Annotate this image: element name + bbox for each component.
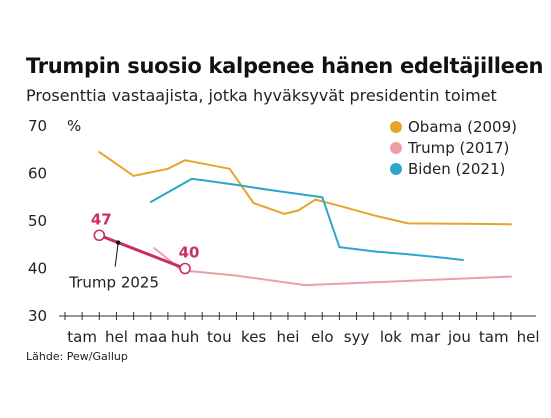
legend-item: Trump (2017) — [390, 137, 517, 158]
legend-item: Obama (2009) — [390, 116, 517, 137]
legend-swatch — [390, 141, 402, 154]
x-tick-label: huh — [171, 328, 200, 346]
x-tick-label: tam — [67, 328, 97, 346]
y-tick-label: 60 — [28, 165, 47, 183]
x-tick-label: mar — [410, 328, 441, 346]
legend-swatch — [390, 120, 402, 133]
x-tick-label: kes — [241, 328, 266, 346]
y-tick-label: 50 — [28, 212, 47, 230]
x-tick-label: syy — [344, 328, 370, 346]
x-tick-label: lok — [380, 328, 402, 346]
annotation-anchor-dot — [115, 240, 121, 245]
data-point-marker — [179, 262, 191, 275]
series-line-obama-2009 — [98, 151, 512, 226]
series-line-trump-2017 — [153, 247, 512, 287]
chart-subtitle: Prosenttia vastaajista, jotka hyväksyvät… — [26, 86, 497, 105]
data-label: 47 — [91, 210, 112, 228]
y-unit-label: % — [67, 117, 81, 135]
data-label: 40 — [179, 244, 200, 262]
y-tick-label: 30 — [28, 307, 47, 325]
x-tick-label: jou — [447, 328, 471, 346]
x-tick-label: maa — [134, 328, 167, 346]
annotation-label: Trump 2025 — [68, 274, 159, 292]
x-tick-label: hel — [517, 328, 540, 346]
legend-swatch — [390, 162, 402, 175]
series-line-biden-2021 — [149, 177, 464, 261]
chart-title: Trumpin suosio kalpenee hänen edeltäjill… — [26, 54, 544, 78]
legend-label: Trump (2017) — [408, 138, 510, 157]
legend-label: Obama (2009) — [408, 117, 517, 136]
x-tick-label: elo — [311, 328, 334, 346]
y-tick-label: 70 — [28, 117, 47, 135]
source-note: Lähde: Pew/Gallup — [26, 350, 128, 363]
chart-legend: Obama (2009) Trump (2017) Biden (2021) — [390, 116, 517, 179]
data-point-marker — [93, 229, 106, 242]
legend-label: Biden (2021) — [408, 159, 506, 178]
annotation-leader-line — [114, 242, 119, 267]
series-line-trump-2025 — [97, 233, 187, 270]
y-tick-label: 40 — [28, 260, 47, 278]
legend-item: Biden (2021) — [390, 158, 517, 179]
x-tick-label: tam — [479, 328, 509, 346]
x-tick-label: hel — [105, 328, 128, 346]
x-tick-label: tou — [207, 328, 232, 346]
x-tick-label: hei — [276, 328, 299, 346]
